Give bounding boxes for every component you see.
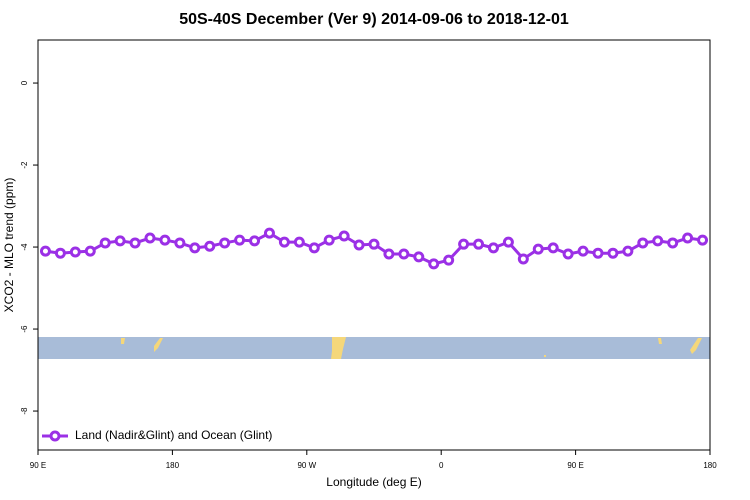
data-point	[428, 258, 440, 270]
data-point	[293, 236, 305, 248]
legend: Land (Nadir&Glint) and Ocean (Glint)	[42, 428, 272, 442]
x-tick-label: 90 E	[567, 461, 583, 470]
x-tick-label: 180	[703, 461, 717, 470]
data-point	[129, 237, 141, 249]
y-tick-label: -6	[20, 325, 29, 333]
data-point	[458, 238, 470, 250]
data-point	[278, 236, 290, 248]
y-axis-title: XCO2 - MLO trend (ppm)	[2, 178, 16, 313]
data-point	[443, 254, 455, 266]
y-tick-label: 0	[20, 80, 29, 85]
y-tick-label: -2	[20, 161, 29, 169]
data-point	[398, 248, 410, 260]
data-point	[473, 238, 485, 250]
data-point	[413, 251, 425, 263]
x-axis-title: Longitude (deg E)	[326, 475, 421, 489]
chart-title: 50S-40S December (Ver 9) 2014-09-06 to 2…	[179, 11, 569, 28]
legend-marker	[49, 430, 61, 442]
x-tick-label: 90 E	[30, 461, 46, 470]
data-point	[652, 235, 664, 247]
plot-frame	[37, 39, 711, 451]
y-tick-label: -8	[20, 407, 29, 415]
data-point	[353, 239, 365, 251]
data-point	[323, 234, 335, 246]
data-point	[667, 237, 679, 249]
x-tick-label: 0	[439, 461, 444, 470]
data-point	[114, 235, 126, 247]
y-tick-label: -4	[20, 243, 29, 251]
data-point	[249, 235, 261, 247]
data-point	[54, 247, 66, 259]
data-point	[562, 248, 574, 260]
data-point	[368, 238, 380, 250]
data-point	[697, 234, 709, 246]
x-tick-label: 180	[166, 461, 180, 470]
data-point	[219, 237, 231, 249]
data-point	[189, 242, 201, 254]
x-tick-label: 90 W	[297, 461, 316, 470]
data-point	[69, 246, 81, 258]
data-point	[174, 237, 186, 249]
data-point	[159, 234, 171, 246]
data-point	[577, 245, 589, 257]
data-point	[383, 248, 395, 260]
data-point	[607, 247, 619, 259]
data-point	[308, 242, 320, 254]
ocean-band	[38, 337, 710, 359]
data-point	[517, 253, 529, 265]
data-point	[39, 245, 51, 257]
data-point	[532, 243, 544, 255]
data-point	[338, 230, 350, 242]
legend-label: Land (Nadir&Glint) and Ocean (Glint)	[75, 428, 272, 442]
data-point	[487, 242, 499, 254]
data-point	[682, 232, 694, 244]
data-point	[637, 237, 649, 249]
data-point	[502, 236, 514, 248]
data-point	[547, 242, 559, 254]
data-point	[84, 245, 96, 257]
data-point	[234, 234, 246, 246]
data-point	[592, 247, 604, 259]
data-point	[622, 245, 634, 257]
data-point	[144, 232, 156, 244]
data-point	[263, 227, 275, 239]
land-ocean-strip	[38, 337, 710, 359]
data-point	[204, 240, 216, 252]
data-point	[99, 237, 111, 249]
